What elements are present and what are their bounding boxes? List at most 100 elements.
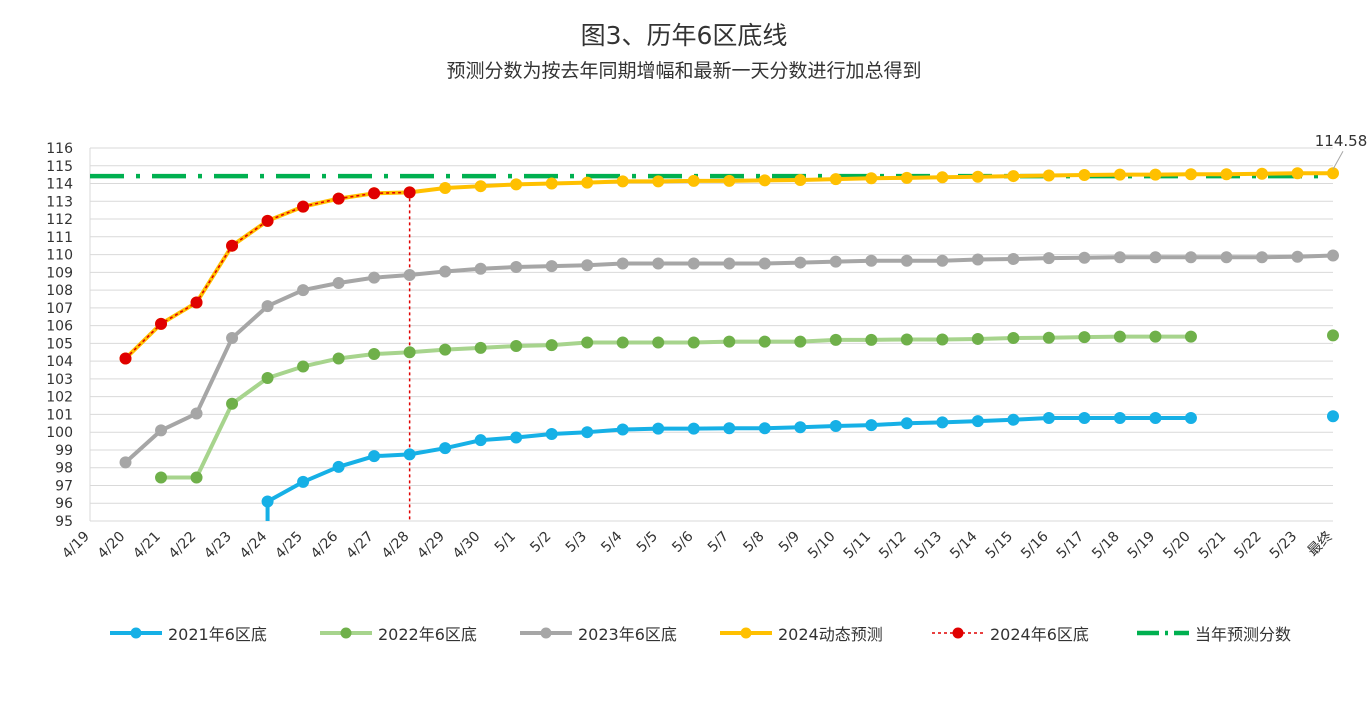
legend-label: 2024动态预测	[778, 625, 883, 644]
legend-swatch	[1137, 630, 1189, 636]
x-tick-label: 5/6	[669, 528, 696, 555]
data-point	[652, 336, 665, 349]
data-point	[687, 257, 700, 270]
x-tick-label: 5/20	[1160, 529, 1194, 563]
data-point	[687, 422, 700, 435]
data-point	[332, 276, 345, 289]
x-tick-label: 最终	[1305, 529, 1336, 560]
x-tick-label: 5/13	[912, 529, 946, 563]
data-point	[403, 448, 416, 461]
y-tick-label: 109	[46, 265, 73, 281]
data-point	[652, 422, 665, 435]
data-point	[758, 174, 771, 187]
data-point	[474, 180, 487, 193]
data-point	[616, 257, 629, 270]
legend-swatch	[110, 627, 162, 639]
data-point	[510, 178, 523, 191]
y-tick-label: 104	[46, 354, 73, 370]
x-tick-label: 5/1	[492, 529, 519, 556]
data-point	[936, 254, 949, 267]
data-point	[1007, 332, 1020, 345]
data-point	[474, 262, 487, 275]
data-point	[297, 200, 310, 213]
y-tick-label: 107	[46, 301, 73, 317]
data-point	[616, 336, 629, 349]
legend-label: 2022年6区底	[378, 625, 477, 644]
data-point	[1255, 167, 1268, 180]
data-point	[1291, 250, 1304, 263]
data-point	[439, 343, 452, 356]
x-tick-label: 5/15	[983, 529, 1017, 563]
legend-item: 2023年6区底	[518, 618, 677, 648]
legend-item: 2022年6区底	[318, 618, 477, 648]
data-point	[510, 261, 523, 274]
y-tick-label: 108	[46, 283, 73, 299]
data-point	[119, 352, 132, 365]
data-point	[865, 172, 878, 185]
x-tick-label: 5/10	[805, 529, 839, 563]
y-tick-label: 114	[46, 177, 73, 193]
x-tick-label: 4/19	[59, 529, 93, 563]
data-point	[1078, 168, 1091, 181]
data-point	[119, 456, 132, 469]
y-tick-label: 100	[46, 425, 73, 441]
legend-item: 2024动态预测	[718, 618, 883, 648]
data-point	[936, 333, 949, 346]
data-point	[616, 175, 629, 188]
data-point	[616, 423, 629, 436]
data-point	[403, 186, 416, 199]
data-point	[794, 335, 807, 348]
data-point	[1327, 249, 1339, 262]
data-point	[403, 346, 416, 359]
data-point	[865, 254, 878, 267]
legend-swatch	[520, 627, 572, 639]
x-tick-label: 5/14	[947, 528, 981, 562]
data-point	[1220, 251, 1233, 264]
data-point	[510, 340, 523, 353]
data-point	[261, 495, 274, 508]
data-point	[581, 426, 594, 439]
data-point	[1327, 167, 1339, 180]
data-point	[510, 431, 523, 444]
data-point	[723, 257, 736, 270]
y-tick-label: 110	[46, 248, 73, 264]
y-tick-label: 106	[46, 319, 73, 335]
legend-item: 2021年6区底	[108, 618, 267, 648]
data-point	[687, 336, 700, 349]
data-point	[1327, 410, 1339, 423]
data-point	[865, 419, 878, 432]
data-point	[545, 339, 558, 352]
data-point	[439, 181, 452, 194]
x-tick-label: 5/17	[1054, 529, 1088, 563]
x-tick-label: 4/22	[166, 529, 200, 563]
data-point	[155, 424, 168, 437]
data-point	[545, 177, 558, 190]
x-tick-label: 5/16	[1018, 528, 1052, 562]
x-tick-label: 4/28	[379, 529, 413, 563]
annotation-leader	[1332, 150, 1344, 170]
annotation-label: 114.58	[1315, 132, 1368, 150]
data-point	[1113, 330, 1126, 343]
chart-subtitle: 预测分数为按去年同期增幅和最新一天分数进行加总得到	[446, 60, 922, 82]
data-point	[829, 173, 842, 186]
data-point	[1007, 253, 1020, 266]
data-point	[332, 192, 345, 205]
data-point	[936, 416, 949, 429]
data-point	[794, 173, 807, 186]
x-tick-label: 4/29	[414, 529, 448, 563]
data-point	[1042, 169, 1055, 182]
x-tick-label: 5/7	[705, 529, 732, 556]
x-tick-label: 4/24	[237, 528, 271, 562]
x-tick-label: 5/19	[1125, 529, 1159, 563]
data-point	[332, 460, 345, 473]
data-point	[1113, 168, 1126, 181]
data-point	[474, 434, 487, 447]
y-tick-label: 101	[46, 407, 73, 423]
data-point	[439, 442, 452, 455]
data-point	[971, 415, 984, 428]
x-tick-label: 5/23	[1267, 529, 1301, 563]
data-point	[723, 174, 736, 187]
legend-label: 2023年6区底	[578, 625, 677, 644]
data-point	[687, 174, 700, 187]
data-point	[723, 422, 736, 435]
